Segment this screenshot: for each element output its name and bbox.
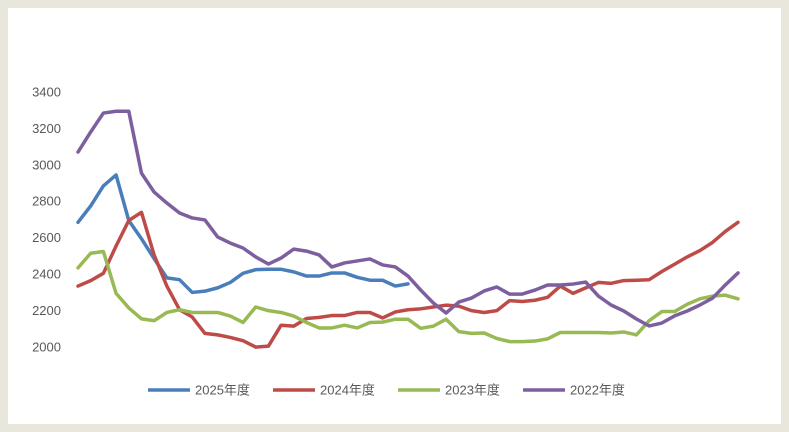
legend-label: 2023年度 xyxy=(445,382,500,397)
y-tick-label: 2000 xyxy=(32,339,61,354)
y-tick-label: 2800 xyxy=(32,194,61,209)
series-line xyxy=(76,210,740,349)
legend-label: 2024年度 xyxy=(320,382,375,397)
y-tick-label: 3400 xyxy=(32,84,61,99)
series-line xyxy=(76,249,740,344)
legend-label: 2025年度 xyxy=(195,382,250,397)
series-line xyxy=(76,173,410,295)
series-line xyxy=(76,109,740,328)
y-tick-label: 3200 xyxy=(32,121,61,136)
legend-label: 2022年度 xyxy=(570,382,625,397)
y-tick-label: 3000 xyxy=(32,157,61,172)
y-tick-label: 2600 xyxy=(32,230,61,245)
y-tick-label: 2200 xyxy=(32,303,61,318)
y-tick-label: 2400 xyxy=(32,267,61,282)
